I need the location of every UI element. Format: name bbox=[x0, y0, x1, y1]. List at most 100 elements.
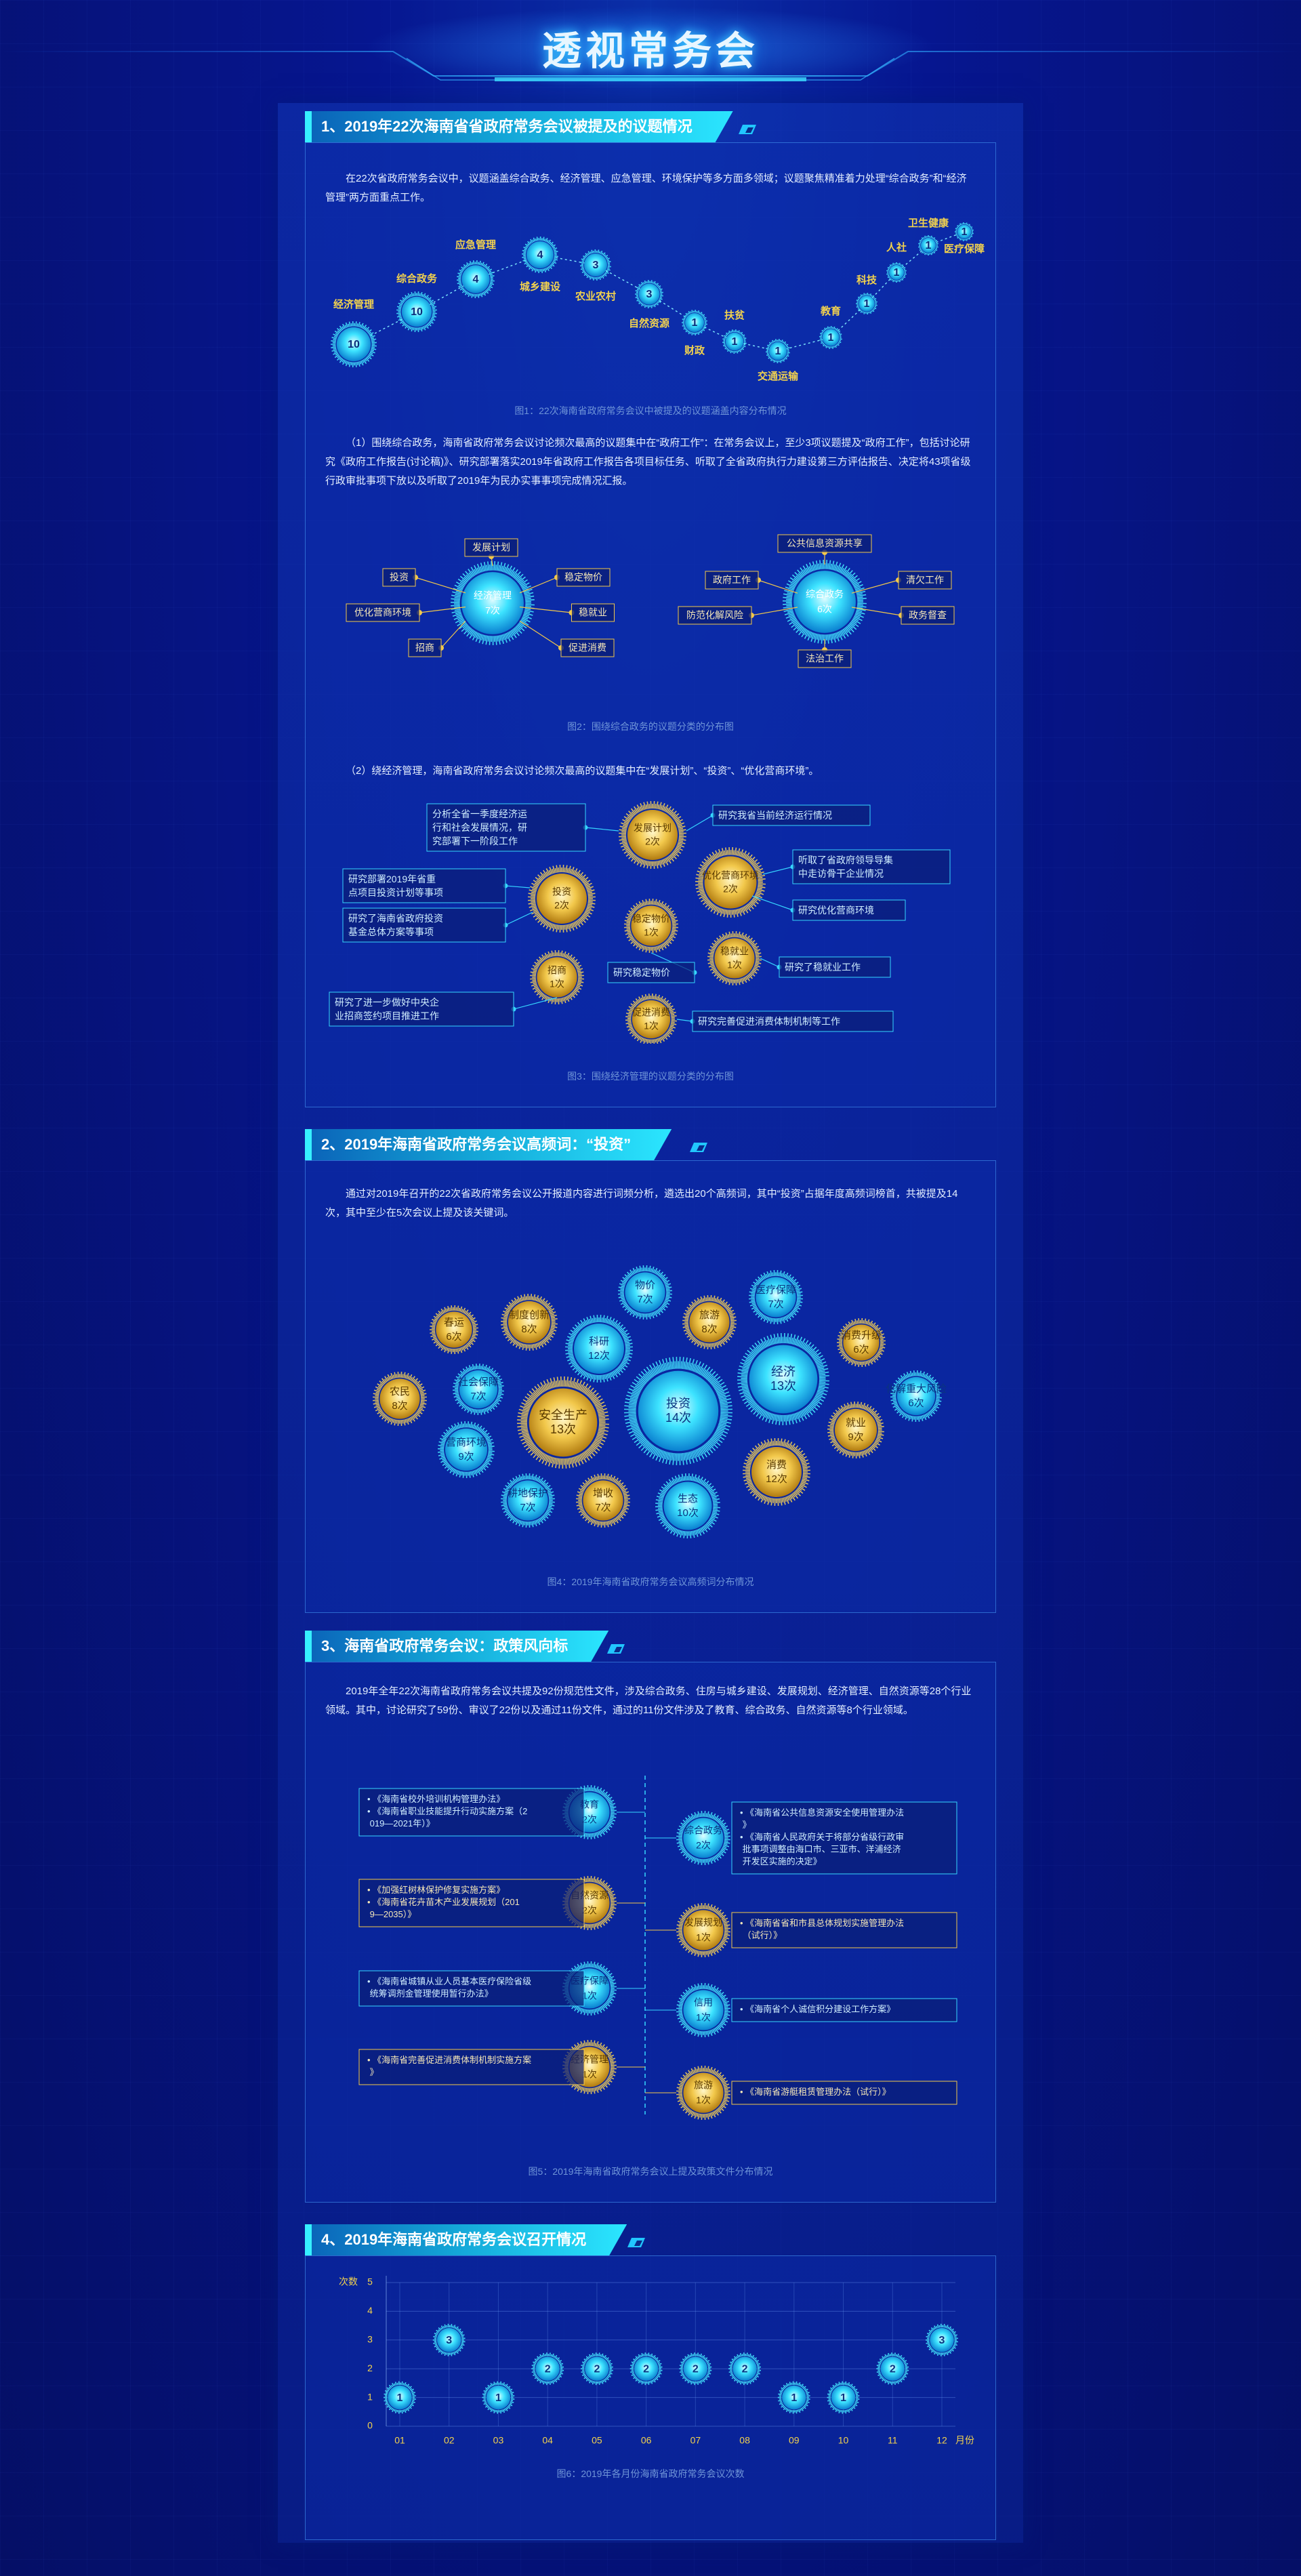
economic-bubble bbox=[528, 865, 596, 933]
topic-value: 1 bbox=[962, 226, 968, 238]
topic-value: 4 bbox=[473, 274, 479, 285]
topic-label: 卫生健康 bbox=[908, 217, 949, 229]
figure-3-caption: 图3：围绕经济管理的议题分类的分布图 bbox=[567, 1071, 734, 1082]
data-label: 2 bbox=[594, 2363, 600, 2375]
keyword-bubble bbox=[837, 1317, 886, 1368]
keyword-label: 就业 bbox=[846, 1417, 866, 1429]
note-box bbox=[342, 907, 506, 943]
item-label: 清欠工作 bbox=[906, 575, 944, 586]
policy-doc-box bbox=[731, 1801, 957, 1875]
data-point bbox=[827, 2381, 860, 2414]
keyword-count: 7次 bbox=[768, 1299, 783, 1310]
main-panel bbox=[278, 103, 1023, 2543]
item-label: 投资 bbox=[390, 572, 409, 583]
policy-bubble bbox=[676, 1811, 730, 1865]
keyword-bubble bbox=[565, 1315, 633, 1383]
policy-count: 2次 bbox=[582, 1905, 597, 1916]
item-label: 防范化解风险 bbox=[686, 610, 743, 621]
keyword-bubble bbox=[373, 1372, 427, 1426]
economic-bubble bbox=[619, 801, 686, 869]
item-box bbox=[382, 568, 416, 587]
data-point bbox=[384, 2381, 416, 2414]
bubble-count: 1次 bbox=[727, 960, 742, 970]
policy-bubble bbox=[676, 1903, 730, 1957]
keyword-count: 9次 bbox=[848, 1431, 863, 1443]
policy-count: 2次 bbox=[696, 1840, 711, 1851]
data-label: 2 bbox=[545, 2363, 551, 2375]
policy-label: 信用 bbox=[694, 1997, 713, 2008]
hub-link bbox=[419, 607, 466, 613]
note-link bbox=[513, 997, 558, 1010]
hub-link bbox=[440, 620, 466, 649]
keyword-bubble bbox=[890, 1370, 942, 1423]
item-box bbox=[560, 638, 615, 657]
figure-1-topic-wave: 10 经济管理 10 综合政务 4 应急管理 4 城乡建设 3 农业农村 3 自然资源 1 财政 1 扶贫 1 交… bbox=[331, 217, 985, 382]
policy-count: 1次 bbox=[582, 2069, 597, 2080]
topic-label: 人社 bbox=[886, 241, 907, 253]
page-header: 透视常务会 bbox=[0, 0, 1301, 95]
item-box bbox=[798, 649, 852, 668]
economic-bubble bbox=[625, 994, 677, 1044]
topic-value: 1 bbox=[732, 336, 738, 348]
note-text: 研究了海南省政府投资基金总体方案等事项 bbox=[348, 913, 443, 937]
policy-count: 1次 bbox=[696, 2012, 711, 2023]
keyword-count: 8次 bbox=[521, 1324, 537, 1335]
x-axis-title: 月份 bbox=[955, 2435, 974, 2446]
policy-doc-text: • 《海南省城镇从业人员基本医疗保险省级 统筹调剂金管理使用暂行办法》 bbox=[367, 1976, 531, 1999]
note-link bbox=[686, 815, 714, 832]
policy-count: 1次 bbox=[696, 1932, 711, 1943]
note-link bbox=[760, 958, 780, 968]
data-label: 1 bbox=[840, 2392, 846, 2404]
hub-count: 7次 bbox=[485, 605, 500, 616]
item-box bbox=[898, 571, 952, 590]
figure-6-caption: 图6：2019年各月份海南省政府常务会议次数 bbox=[556, 2468, 745, 2479]
keyword-label: 生态 bbox=[678, 1493, 698, 1505]
note-text: 研究了稳就业工作 bbox=[785, 962, 861, 973]
policy-doc-text: • 《加强红树林保护修复实施方案》• 《海南省花卉苗木产业发展规划（201 9—… bbox=[367, 1885, 520, 1919]
keyword-count: 7次 bbox=[470, 1391, 486, 1402]
topic-label: 应急管理 bbox=[455, 239, 496, 251]
data-label: 2 bbox=[742, 2363, 748, 2375]
economic-bubble bbox=[624, 899, 678, 953]
topic-label: 医疗保障 bbox=[944, 243, 985, 255]
keyword-count: 10次 bbox=[677, 1507, 699, 1519]
keyword-count: 8次 bbox=[392, 1400, 407, 1412]
keyword-count: 8次 bbox=[701, 1324, 717, 1335]
data-label: 2 bbox=[890, 2363, 896, 2375]
item-box bbox=[408, 638, 442, 657]
keyword-bubble bbox=[500, 1294, 558, 1351]
topic-value: 1 bbox=[775, 346, 781, 357]
keyword-bubble bbox=[655, 1473, 720, 1539]
policy-label: 发展规划 bbox=[684, 1917, 722, 1928]
keyword-label: 旅游 bbox=[699, 1309, 720, 1321]
topic-value: 10 bbox=[348, 339, 360, 350]
keyword-count: 12次 bbox=[766, 1473, 787, 1485]
item-label: 优化营商环境 bbox=[354, 607, 411, 618]
y-axis-title: 次数 bbox=[339, 2276, 358, 2287]
y-tick-label: 4 bbox=[367, 2305, 373, 2316]
note-link bbox=[751, 895, 793, 911]
policy-doc-box bbox=[731, 1998, 957, 2022]
policy-doc-text: • 《海南省个人诚信积分建设工作方案》 bbox=[740, 2004, 895, 2014]
data-label: 2 bbox=[643, 2363, 649, 2375]
item-box bbox=[678, 606, 752, 625]
topic-node bbox=[579, 249, 611, 281]
figure-4-caption: 图4：2019年海南省政府常务会议高频词分布情况 bbox=[547, 1576, 754, 1587]
policy-bubble bbox=[676, 2066, 730, 2120]
data-label: 3 bbox=[446, 2335, 452, 2346]
note-link bbox=[676, 1019, 693, 1022]
hub-bubble bbox=[450, 561, 535, 646]
note-text: 研究优化营商环境 bbox=[798, 905, 874, 916]
note-box bbox=[342, 868, 506, 903]
data-point bbox=[926, 2323, 958, 2356]
policy-doc-box bbox=[731, 1912, 957, 1948]
topic-value: 1 bbox=[692, 317, 698, 329]
keyword-label: 制度创新 bbox=[509, 1309, 550, 1321]
hub-link bbox=[751, 607, 798, 616]
topic-label: 交通运输 bbox=[758, 370, 799, 382]
topic-node bbox=[819, 325, 842, 349]
bubble-count: 2次 bbox=[645, 836, 660, 847]
section-2-header: 2、2019年海南省政府常务会议高频词：“投资” bbox=[305, 1129, 779, 1160]
section-1-para-3: （2）绕经济管理，海南省政府常务会议讨论频次最高的议题集中在“发展计划”、“投资… bbox=[346, 765, 819, 777]
